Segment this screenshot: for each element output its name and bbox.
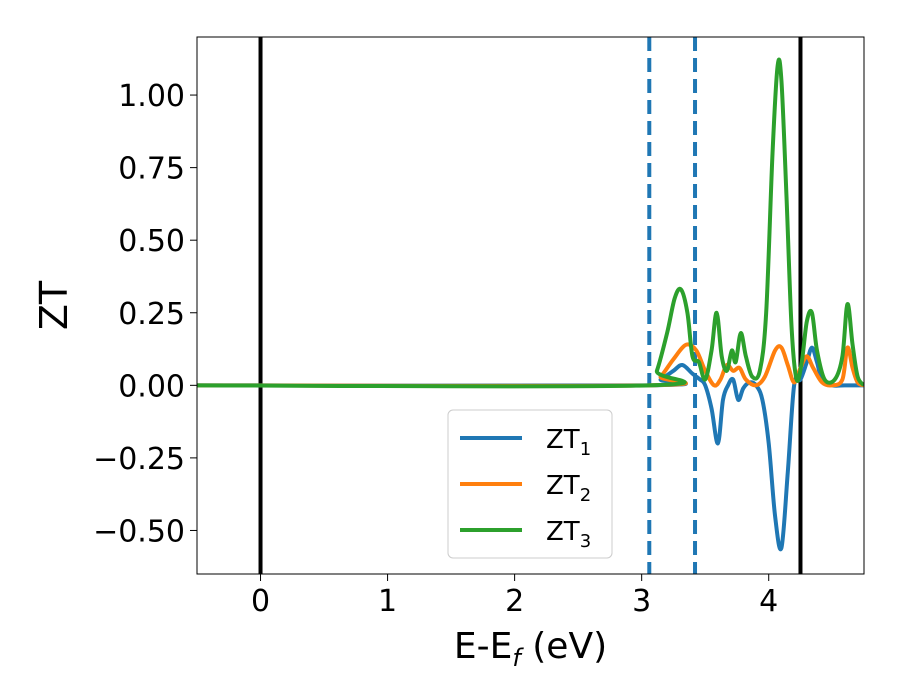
legend-label-3: ZT3 xyxy=(546,517,591,552)
legend-box xyxy=(447,409,613,559)
legend-label-base: ZT xyxy=(546,425,580,455)
legend-label-base: ZT xyxy=(546,517,580,547)
y-axis-title: ZT xyxy=(32,280,76,330)
x-tick-label: 3 xyxy=(632,584,651,619)
legend-label-subscript: 3 xyxy=(580,531,591,552)
x-tick-label: 1 xyxy=(378,584,397,619)
x-axis-title: E-Ef (eV) xyxy=(454,626,607,672)
x-tick-label: 4 xyxy=(759,584,778,619)
reference-lines xyxy=(258,37,803,574)
x-tick-label: 0 xyxy=(251,584,270,619)
legend-label-2: ZT2 xyxy=(546,471,591,506)
y-tick-label: 0.00 xyxy=(118,369,185,404)
plot-frame xyxy=(196,36,865,575)
legend-label-subscript: 2 xyxy=(580,485,591,506)
series-lines xyxy=(197,57,864,552)
y-tick-label: 0.50 xyxy=(118,224,185,259)
y-tick-label: −0.25 xyxy=(93,442,185,477)
x-axis-title-suffix: (eV) xyxy=(521,626,607,667)
y-tick-label: 1.00 xyxy=(118,79,185,114)
x-axis-ticks: 0 1 2 3 4 xyxy=(251,574,778,619)
y-tick-label: −0.50 xyxy=(93,514,185,549)
y-axis-ticks: −0.50 −0.25 0.00 0.25 0.50 0.75 1.00 xyxy=(93,79,197,549)
y-tick-label: 0.25 xyxy=(118,297,185,332)
legend-label-base: ZT xyxy=(546,471,580,501)
legend-label-1: ZT1 xyxy=(546,425,591,460)
x-tick-label: 2 xyxy=(505,584,524,619)
series-line-3 xyxy=(197,57,864,389)
x-axis-title-base: E-E xyxy=(454,626,512,667)
series-line-2 xyxy=(197,342,864,388)
legend-label-subscript: 1 xyxy=(580,439,591,460)
y-tick-label: 0.75 xyxy=(118,152,185,187)
